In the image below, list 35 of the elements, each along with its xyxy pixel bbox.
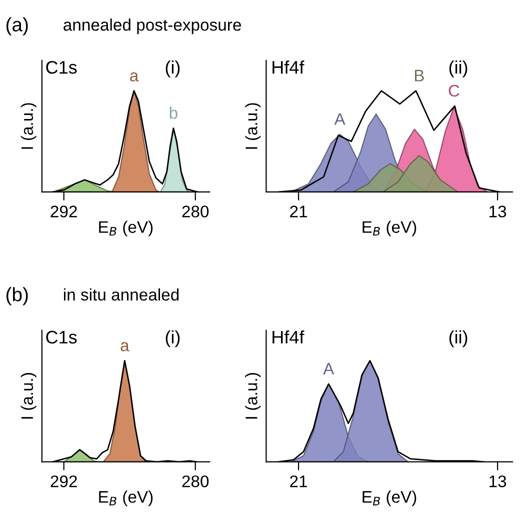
x-axis-title: E$_{B}$ (eV) bbox=[362, 490, 416, 506]
series-label: a bbox=[130, 72, 139, 82]
series-label: C bbox=[448, 84, 460, 97]
chart-title: Hf4f bbox=[272, 330, 304, 344]
y-axis-title: I (a.u.) bbox=[20, 103, 36, 149]
text: (b) bbox=[6, 287, 28, 306]
series-label: b bbox=[170, 106, 178, 119]
y-axis-title: I (a.u.) bbox=[245, 373, 261, 419]
text: (i) bbox=[166, 60, 180, 78]
chart-title: Hf4f bbox=[272, 60, 304, 74]
text: (a) bbox=[6, 17, 28, 36]
text: (ii) bbox=[449, 60, 468, 78]
chart-title: C1s bbox=[46, 60, 77, 74]
x-tick-label: 280 bbox=[182, 475, 209, 488]
text: B bbox=[414, 70, 424, 82]
x-tick-label: 292 bbox=[50, 475, 77, 488]
y-axis-title: I (a.u.) bbox=[20, 373, 36, 419]
series-label: a bbox=[120, 342, 130, 352]
x-tick-label: 21 bbox=[290, 475, 307, 488]
x-tick-label: 280 bbox=[182, 206, 209, 218]
chart-title: C1s bbox=[46, 330, 77, 344]
x-tick-label: 292 bbox=[50, 206, 77, 218]
text: annealed post-exposure bbox=[64, 18, 241, 34]
x-axis-title: E$_{B}$ (eV) bbox=[99, 220, 153, 236]
x-tick-label: 13 bbox=[490, 475, 506, 488]
text: (i) bbox=[166, 330, 180, 348]
y-axis-title: I (a.u.) bbox=[245, 103, 261, 149]
series-label: A bbox=[334, 113, 346, 125]
x-axis-title: E$_{B}$ (eV) bbox=[99, 490, 153, 506]
series-label: A bbox=[323, 362, 334, 374]
x-axis-title: E$_{B}$ (eV) bbox=[362, 220, 416, 236]
text: in situ annealed bbox=[64, 288, 179, 301]
x-tick-label: 21 bbox=[290, 206, 307, 218]
x-tick-label: 13 bbox=[490, 206, 506, 218]
text: (ii) bbox=[449, 330, 468, 348]
